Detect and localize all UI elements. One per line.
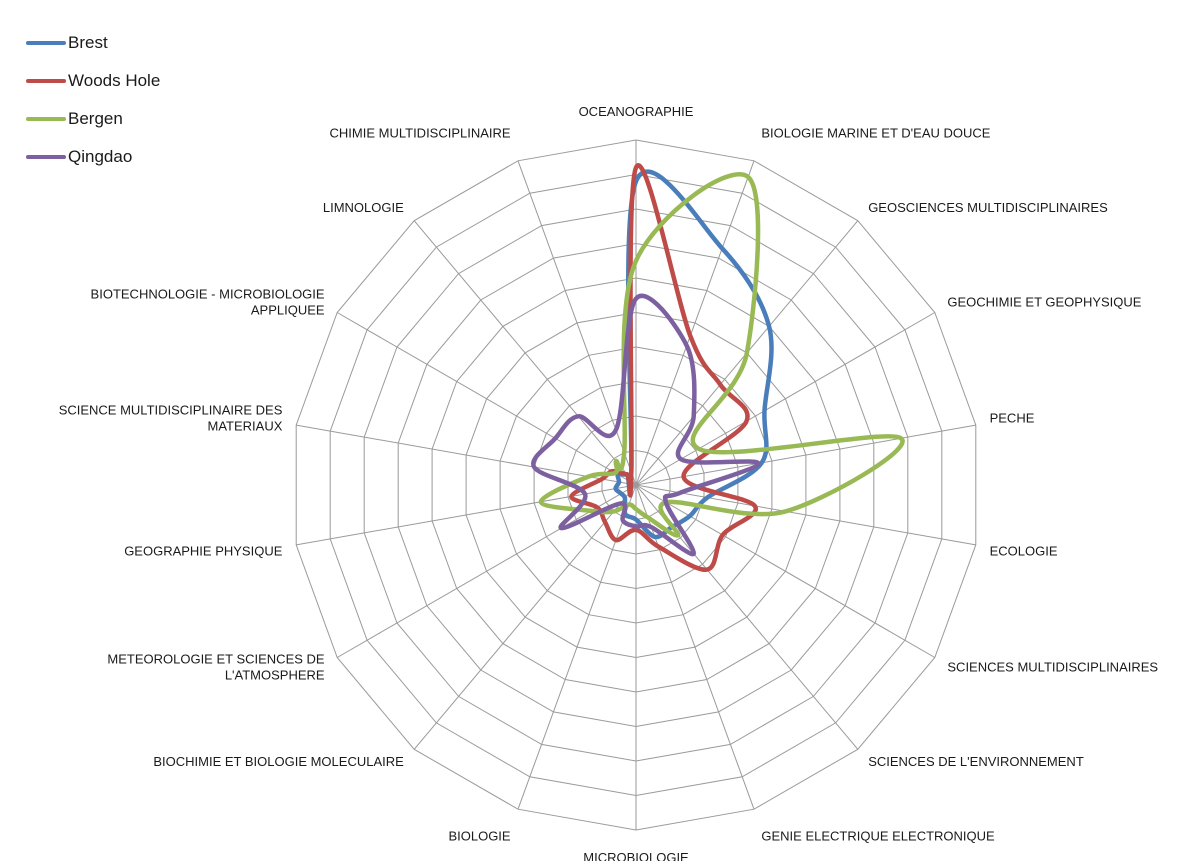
legend-item-bergen: Bergen xyxy=(26,100,176,138)
axis-label-geosciences-multidisciplinaires: GEOSCIENCES MULTIDISCIPLINAIRES xyxy=(868,200,1108,215)
axis-label-microbiologie: MICROBIOLOGIE xyxy=(583,850,689,861)
legend-swatch-qingdao xyxy=(26,155,66,159)
axis-spoke-limnologie xyxy=(413,220,637,486)
radar-grid xyxy=(295,139,977,831)
axis-spoke-biologie-marine-et-d-eau-douce xyxy=(635,160,755,486)
axis-label-geographie-physique: GEOGRAPHIE PHYSIQUE xyxy=(124,544,283,559)
axis-spoke-sciences-multidisciplinaires xyxy=(635,484,936,658)
axis-label-science-multidisciplinaire-des-materiaux: SCIENCE MULTIDISCIPLINAIRE DES MATERIAUX xyxy=(59,402,283,433)
legend-swatch-woods-hole xyxy=(26,79,66,83)
axis-label-limnologie: LIMNOLOGIE xyxy=(323,200,404,215)
legend-label-brest: Brest xyxy=(68,33,108,52)
radar-series xyxy=(531,163,905,572)
axis-label-biotechnologie-microbiologie-appliquee: BIOTECHNOLOGIE - MICROBIOLOGIE APPLIQUEE xyxy=(91,287,325,318)
legend-label-bergen: Bergen xyxy=(68,109,123,128)
axis-label-oceanographie: OCEANOGRAPHIE xyxy=(579,104,694,119)
axis-label-meteorologie-et-sciences-de-l-atmosphere: METEOROLOGIE ET SCIENCES DE L'ATMOSPHERE xyxy=(107,652,325,683)
legend-label-qingdao: Qingdao xyxy=(68,147,133,166)
axis-label-sciences-de-l-environnement: SCIENCES DE L'ENVIRONNEMENT xyxy=(868,754,1084,769)
axis-label-genie-electrique-electronique: GENIE ELECTRIQUE ELECTRONIQUE xyxy=(761,829,995,844)
axis-spoke-genie-electrique-electronique xyxy=(635,484,755,810)
series-line-bergen xyxy=(538,172,905,538)
axis-label-peche: PECHE xyxy=(990,410,1035,425)
axis-spoke-biotechnologie-microbiologie-appliquee xyxy=(336,312,637,486)
legend-swatch-bergen xyxy=(26,117,66,121)
legend-item-qingdao: Qingdao xyxy=(26,138,176,176)
legend: Brest Woods Hole Bergen Qingdao xyxy=(26,24,176,176)
axis-spoke-geographie-physique xyxy=(296,484,637,546)
axis-label-sciences-multidisciplinaires: SCIENCES MULTIDISCIPLINAIRES xyxy=(947,660,1158,675)
axis-spoke-biologie xyxy=(517,484,637,810)
axis-labels: OCEANOGRAPHIE BIOLOGIE MARINE ET D'EAU DO… xyxy=(59,104,1159,861)
axis-spoke-meteorologie-et-sciences-de-l-atmosphere xyxy=(336,484,637,658)
legend-label-woods-hole: Woods Hole xyxy=(68,71,161,90)
axis-label-geochimie-et-geophysique: GEOCHIMIE ET GEOPHYSIQUE xyxy=(947,295,1141,310)
legend-item-woods-hole: Woods Hole xyxy=(26,62,176,100)
axis-spoke-science-multidisciplinaire-des-materiaux xyxy=(296,424,637,486)
axis-label-biologie-marine-et-d-eau-douce: BIOLOGIE MARINE ET D'EAU DOUCE xyxy=(761,125,990,140)
axis-label-biochimie-et-biologie-moleculaire: BIOCHIMIE ET BIOLOGIE MOLECULAIRE xyxy=(153,754,404,769)
axis-label-ecologie: ECOLOGIE xyxy=(990,544,1058,559)
series-line-qingdao xyxy=(531,293,761,557)
axis-spoke-peche xyxy=(635,424,976,486)
series-line-woods-hole xyxy=(569,163,758,572)
axis-spoke-chimie-multidisciplinaire xyxy=(517,160,637,486)
legend-item-brest: Brest xyxy=(26,24,176,62)
axis-spoke-biochimie-et-biologie-moleculaire xyxy=(413,484,637,750)
legend-swatch-brest xyxy=(26,41,66,45)
axis-spoke-ecologie xyxy=(635,484,976,546)
axis-label-biologie: BIOLOGIE xyxy=(448,829,510,844)
axis-label-chimie-multidisciplinaire: CHIMIE MULTIDISCIPLINAIRE xyxy=(330,125,511,140)
axis-spoke-geochimie-et-geophysique xyxy=(635,312,936,486)
